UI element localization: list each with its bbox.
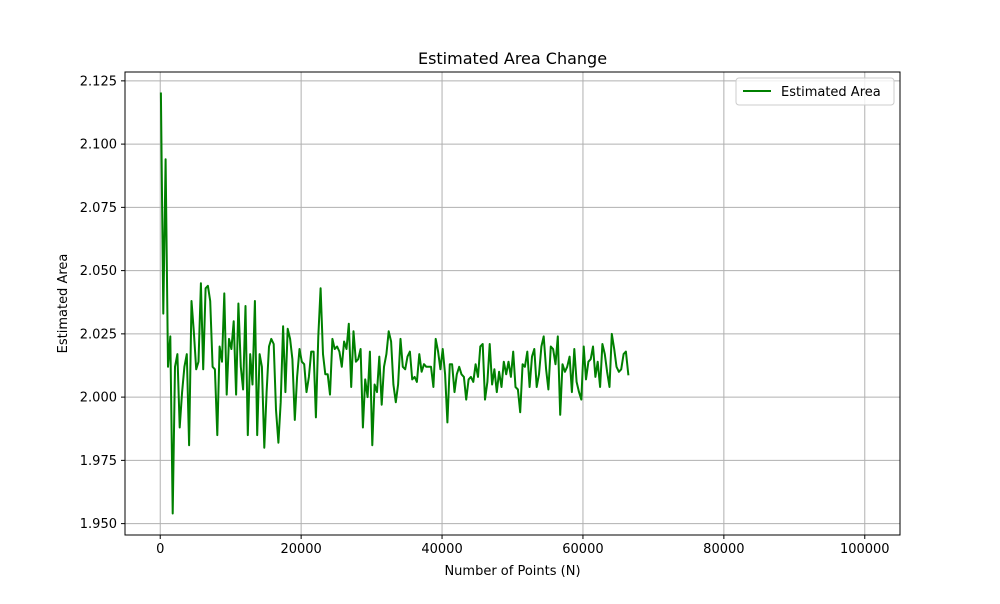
series-line-estimated-area <box>159 92 630 515</box>
y-tick-label: 2.050 <box>80 264 117 279</box>
plot-frame <box>124 71 901 536</box>
x-axis-label: Number of Points (N) <box>444 564 580 579</box>
series-layer <box>159 92 630 515</box>
grid-lines <box>125 72 900 535</box>
y-tick-label: 2.000 <box>80 391 117 406</box>
y-tick-label: 1.975 <box>80 454 117 469</box>
x-tick-label: 80000 <box>703 542 744 557</box>
y-tick-label: 2.125 <box>80 74 117 89</box>
y-tick-label: 2.100 <box>80 138 117 153</box>
x-tick-label: 0 <box>156 542 164 557</box>
x-tick-label: 60000 <box>562 542 603 557</box>
y-tick-label: 2.025 <box>80 327 117 342</box>
x-tick-label: 20000 <box>280 542 321 557</box>
y-tick-label: 1.950 <box>80 517 117 532</box>
legend-box <box>735 77 895 106</box>
y-axis-label: Estimated Area <box>56 254 71 354</box>
y-tick-label: 2.075 <box>80 201 117 216</box>
chart-title: Estimated Area Change <box>418 49 607 68</box>
x-axis: 0 20000 40000 60000 80000 100000 <box>156 535 890 557</box>
x-tick-label: 40000 <box>421 542 462 557</box>
legend-label: Estimated Area <box>781 85 881 100</box>
x-tick-label: 100000 <box>840 542 890 557</box>
y-axis: 1.950 1.975 2.000 2.025 2.050 2.075 2.100 2.125 <box>80 74 125 532</box>
legend: Estimated Area <box>735 77 895 106</box>
